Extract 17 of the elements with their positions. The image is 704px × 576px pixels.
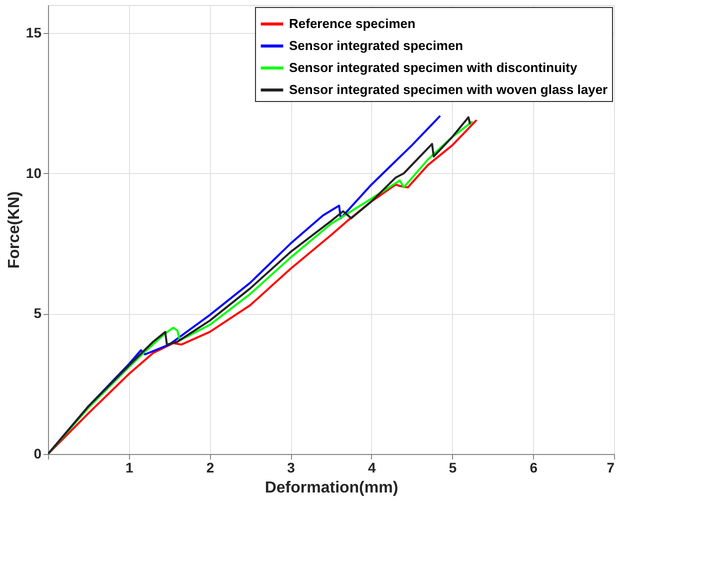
x-tick-label: 7 [606,460,615,476]
x-tick-label: 6 [530,460,538,476]
x-axis-title: Deformation(mm) [264,480,398,496]
x-tick-label: 1 [125,460,134,476]
legend-label: Sensor integrated specimen with woven glass layer [289,82,608,97]
y-axis-title: Force(KN) [6,191,23,269]
legend-label: Sensor integrated specimen [289,38,464,53]
y-tick-label: 5 [34,305,42,322]
legend-label: Reference specimen [289,16,416,31]
x-tick-label: 5 [448,460,457,476]
y-tick-label: 15 [26,24,42,41]
legend-label: Sensor integrated specimen with discontinuity [289,60,578,75]
x-tick-label: 3 [287,460,296,476]
y-tick-label: 10 [26,164,42,181]
x-tick-label: 4 [368,460,376,476]
y-tick-label: 0 [34,446,42,462]
x-tick-label: 2 [206,460,214,476]
